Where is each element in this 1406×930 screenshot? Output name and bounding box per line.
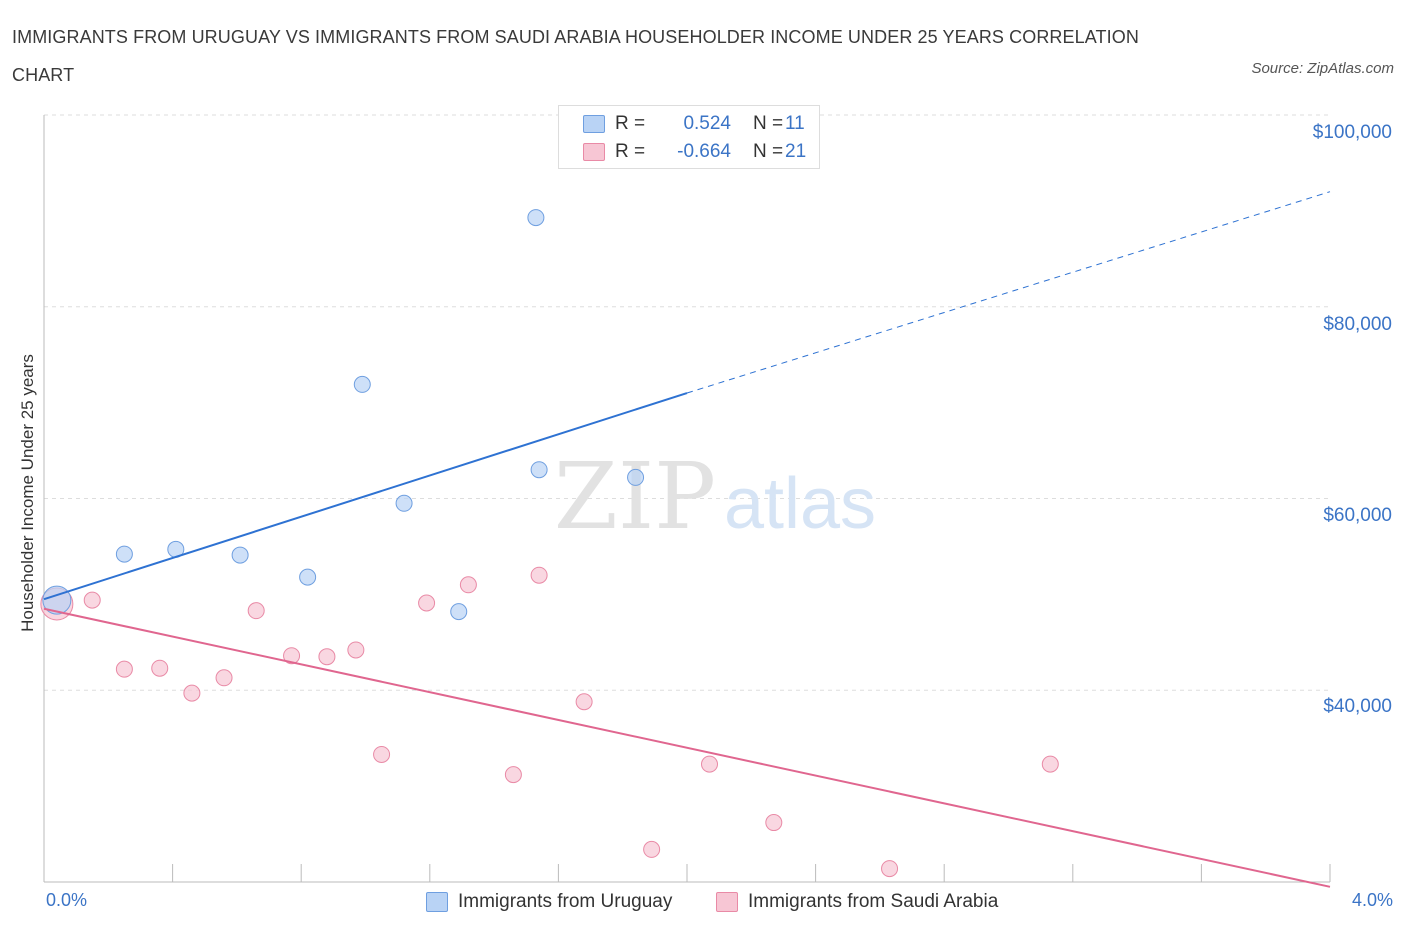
chart-title: IMMIGRANTS FROM URUGUAY VS IMMIGRANTS FR… — [12, 27, 1139, 85]
legend-row-saudi: R = -0.664 N = 21 — [583, 140, 806, 164]
legend-n-label: N = — [753, 141, 784, 162]
uruguay-point — [395, 494, 413, 512]
saudi-legend-label: Immigrants from Saudi Arabia — [748, 891, 999, 912]
x-tick-label-min: 0.0% — [46, 890, 88, 910]
y-tick-label: $80,000 — [1323, 314, 1392, 335]
uruguay-point — [530, 461, 548, 479]
saudi-point — [765, 814, 783, 832]
legend-row-uruguay: R = 0.524 N = 11 — [583, 112, 805, 136]
saudi-point — [504, 766, 522, 784]
saudi-point — [215, 669, 233, 687]
uruguay-point — [353, 375, 371, 393]
saudi-legend-swatch — [716, 892, 738, 912]
correlation-legend: R = 0.524 N = 11 R = -0.664 N = 21 — [558, 105, 820, 169]
saudi-point — [530, 566, 548, 584]
uruguay-point — [231, 546, 249, 564]
saudi-trend-line — [43, 607, 1331, 888]
saudi-point — [373, 745, 391, 763]
legend-n-label: N = — [753, 113, 784, 134]
watermark-atlas: atlas — [724, 464, 876, 544]
uruguay-point — [299, 568, 317, 586]
saudi-swatch — [583, 143, 605, 161]
uruguay-trend-extension — [686, 191, 1331, 394]
uruguay-swatch — [583, 115, 605, 133]
legend-n-value: 11 — [785, 113, 805, 134]
uruguay-trend-line — [43, 392, 688, 601]
saudi-point — [283, 647, 301, 665]
uruguay-point — [115, 545, 133, 563]
saudi-point — [1041, 755, 1059, 773]
source-label: Source: ZipAtlas.com — [1251, 60, 1394, 77]
uruguay-point — [527, 209, 545, 227]
saudi-point — [643, 840, 661, 858]
saudi-point — [83, 591, 101, 609]
uruguay-point — [627, 468, 645, 486]
saudi-point — [151, 659, 169, 677]
saudi-point — [575, 693, 593, 711]
y-tick-label: $100,000 — [1312, 122, 1392, 143]
saudi-point — [881, 860, 899, 878]
legend-r-value: -0.664 — [677, 141, 731, 162]
saudi-point — [318, 648, 336, 666]
legend-n-value: 21 — [785, 141, 807, 162]
uruguay-legend-label: Immigrants from Uruguay — [458, 891, 673, 912]
saudi-point — [115, 660, 133, 678]
saudi-point — [701, 755, 719, 773]
saudi-point — [459, 576, 477, 594]
y-tick-label: $60,000 — [1323, 505, 1392, 526]
x-tick-label-max: 4.0% — [1351, 890, 1393, 910]
bottom-legend-saudi: Immigrants from Saudi Arabia — [716, 889, 998, 915]
legend-r-value: 0.524 — [683, 113, 731, 134]
watermark-zip: ZIP — [554, 443, 716, 550]
uruguay-point — [450, 603, 468, 621]
saudi-point — [347, 641, 365, 659]
legend-r-label: R = — [615, 113, 646, 134]
legend-r-label: R = — [615, 141, 646, 162]
y-tick-label: $40,000 — [1323, 696, 1392, 717]
uruguay-legend-swatch — [426, 892, 448, 912]
saudi-point — [183, 684, 201, 702]
saudi-point — [418, 594, 436, 612]
bottom-legend-uruguay: Immigrants from Uruguay — [426, 889, 672, 915]
saudi-point — [247, 602, 265, 620]
